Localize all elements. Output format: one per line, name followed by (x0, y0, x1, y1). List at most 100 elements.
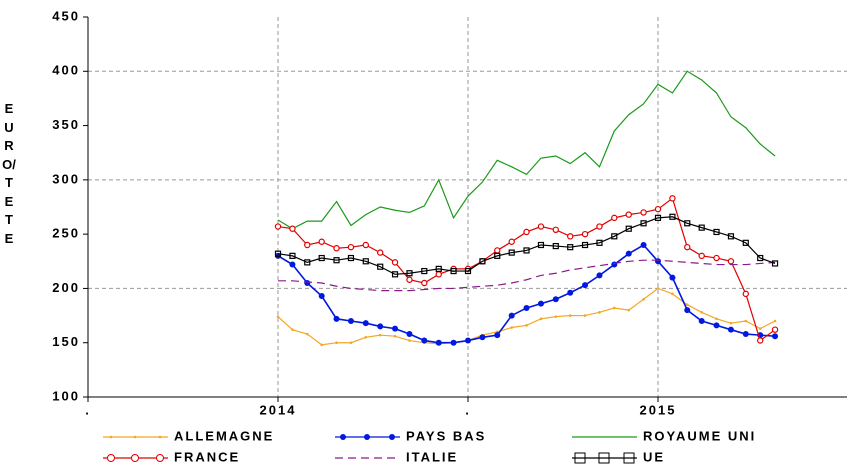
point (318, 254, 325, 262)
legend-label: ITALIE (406, 449, 458, 464)
point (320, 343, 324, 347)
legend-marker (109, 435, 113, 439)
point (744, 319, 748, 323)
point (627, 308, 631, 312)
point (552, 242, 559, 250)
point (669, 274, 676, 281)
point (347, 318, 354, 324)
legend-marker (364, 434, 370, 440)
point (494, 332, 501, 339)
point (700, 311, 703, 314)
point (421, 267, 428, 275)
point (494, 247, 501, 254)
legend-label: ALLEMAGNE (174, 428, 274, 443)
point (392, 325, 399, 332)
point (305, 332, 309, 336)
y-axis-label: EURO/TETE (2, 101, 16, 246)
point (713, 254, 720, 262)
point (727, 326, 734, 333)
point (742, 290, 749, 298)
point (698, 224, 705, 231)
point (347, 243, 355, 251)
point (349, 341, 353, 345)
point (508, 249, 515, 256)
point (274, 250, 282, 257)
point (333, 257, 340, 264)
point (567, 289, 574, 296)
point (362, 241, 369, 249)
point (377, 263, 384, 270)
point (276, 315, 280, 318)
point (408, 339, 411, 342)
legend-marker (158, 435, 162, 439)
legend-label: UE (643, 449, 665, 464)
point (596, 272, 603, 279)
legend-marker (574, 452, 586, 464)
point (289, 225, 296, 232)
point (378, 333, 382, 337)
x-tick-label: . (465, 402, 471, 417)
point (773, 319, 777, 323)
point (479, 334, 486, 341)
point (742, 239, 749, 246)
point (510, 326, 513, 329)
point (539, 317, 543, 321)
point (421, 337, 428, 344)
point (757, 337, 764, 344)
point (523, 228, 530, 236)
point (523, 247, 530, 254)
point (611, 233, 618, 240)
point (377, 249, 384, 256)
point (391, 271, 399, 278)
point (406, 331, 413, 338)
point (713, 228, 720, 236)
point (450, 339, 457, 346)
series-line (277, 216, 776, 275)
point (537, 223, 545, 230)
point (598, 311, 601, 314)
point (611, 214, 618, 222)
point (698, 252, 705, 260)
point (685, 303, 689, 307)
point (727, 233, 735, 240)
point (654, 214, 662, 221)
point (581, 241, 589, 249)
point (304, 280, 311, 286)
point (479, 258, 486, 265)
point (640, 242, 647, 248)
point (772, 333, 779, 340)
point (289, 261, 296, 268)
legend-label: FRANCE (174, 449, 240, 464)
point (347, 254, 355, 262)
point (642, 297, 645, 301)
point (421, 279, 428, 287)
y-tick-label: 250 (52, 226, 80, 241)
series-line (277, 70, 776, 230)
legend-label: ROYAUME UNI (643, 428, 756, 443)
y-tick-label: 350 (52, 117, 80, 132)
y-tick-label: 400 (52, 63, 80, 78)
point (684, 307, 691, 314)
legend-marker (133, 435, 137, 439)
legend-marker (389, 434, 395, 440)
point (596, 239, 603, 246)
point (464, 267, 472, 275)
point (304, 241, 311, 249)
point (525, 324, 528, 327)
point (669, 195, 676, 202)
y-tick-label: 100 (52, 388, 80, 403)
point (554, 315, 558, 318)
point (450, 267, 457, 275)
point (435, 265, 442, 272)
point (465, 337, 471, 344)
point (715, 317, 718, 321)
point (362, 258, 369, 265)
point (640, 220, 647, 227)
legend-marker (156, 454, 164, 462)
legend-marker (598, 452, 610, 464)
point (757, 254, 764, 262)
point (729, 321, 733, 325)
point (727, 258, 735, 265)
point (713, 322, 720, 329)
